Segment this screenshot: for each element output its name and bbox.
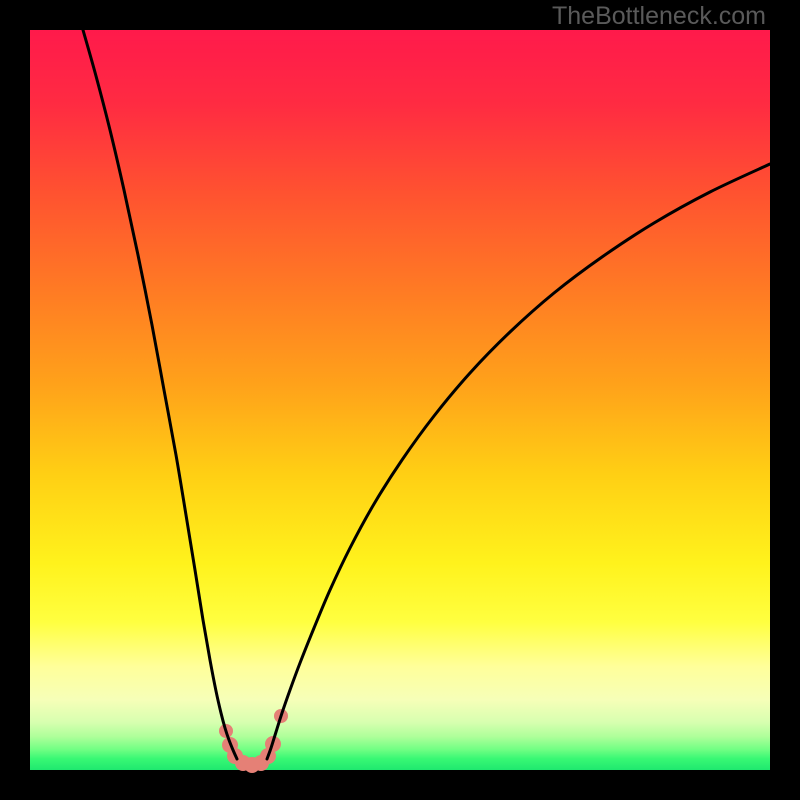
plot-area <box>30 30 770 770</box>
curve-layer <box>30 30 770 770</box>
curve-right <box>267 164 770 759</box>
watermark-text: TheBottleneck.com <box>552 2 766 31</box>
curve-left <box>83 30 237 759</box>
chart-frame: TheBottleneck.com <box>0 0 800 800</box>
